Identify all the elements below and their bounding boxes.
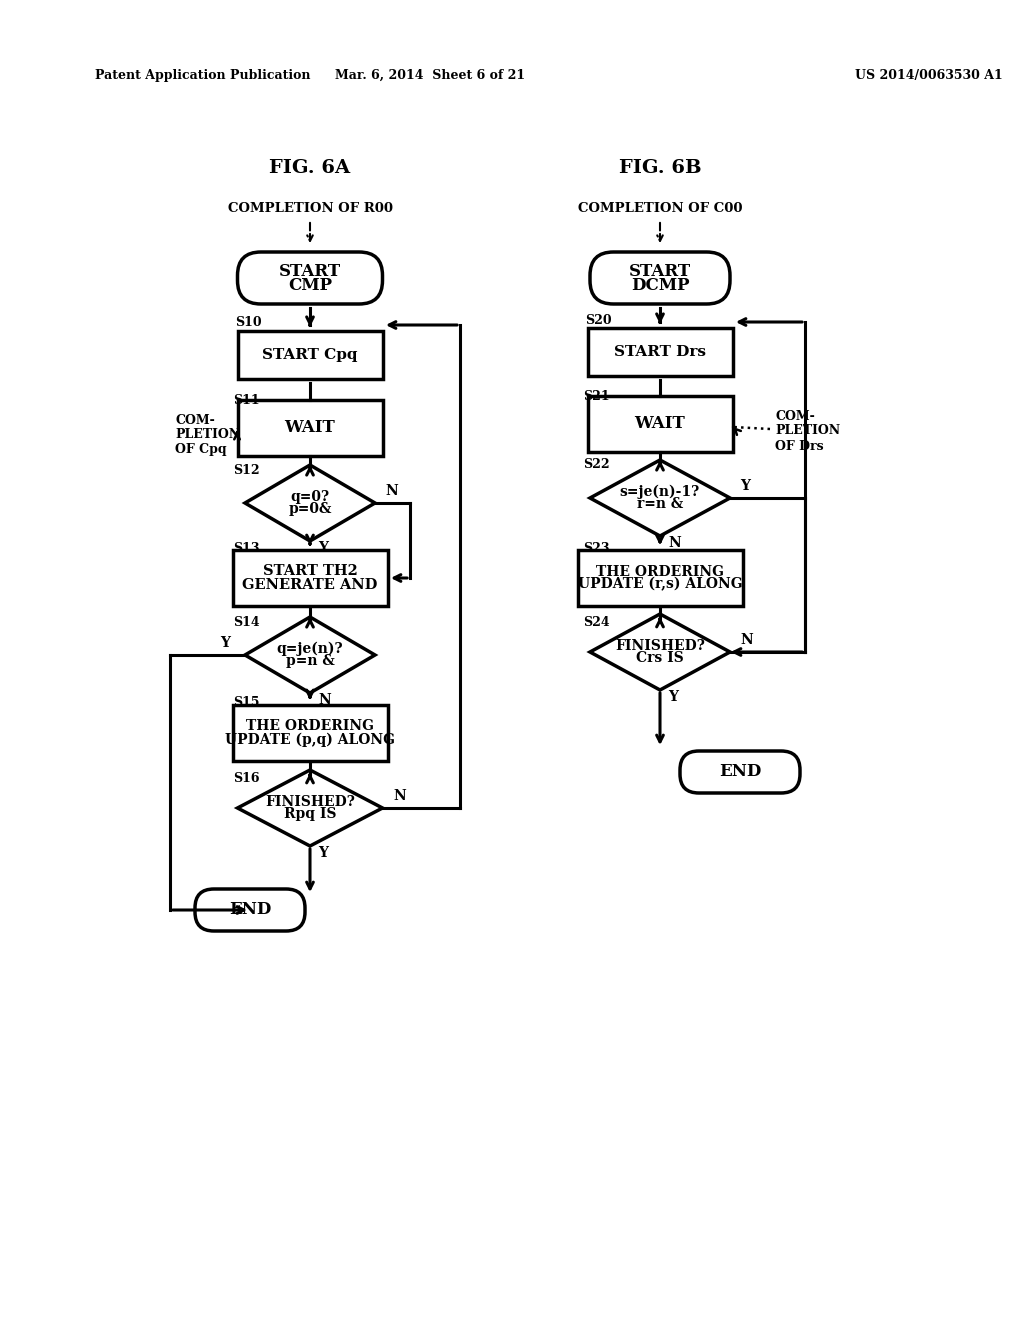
Text: N: N bbox=[740, 634, 753, 647]
Bar bbox=[238, 331, 383, 379]
Text: N: N bbox=[668, 536, 681, 550]
Text: WAIT: WAIT bbox=[285, 420, 336, 437]
Text: CMP: CMP bbox=[288, 276, 332, 293]
Text: START TH2: START TH2 bbox=[262, 564, 357, 578]
Text: OF Cpq: OF Cpq bbox=[175, 444, 226, 457]
FancyBboxPatch shape bbox=[680, 751, 800, 793]
Text: START Drs: START Drs bbox=[614, 345, 706, 359]
Text: S20: S20 bbox=[586, 314, 612, 326]
Text: END: END bbox=[228, 902, 271, 919]
Text: Mar. 6, 2014  Sheet 6 of 21: Mar. 6, 2014 Sheet 6 of 21 bbox=[335, 69, 525, 82]
FancyBboxPatch shape bbox=[238, 252, 383, 304]
Text: THE ORDERING: THE ORDERING bbox=[596, 565, 724, 578]
Text: S16: S16 bbox=[233, 771, 260, 784]
Text: COM-: COM- bbox=[175, 413, 215, 426]
Text: FINISHED?: FINISHED? bbox=[615, 639, 705, 653]
Polygon shape bbox=[590, 614, 730, 690]
Text: PLETION: PLETION bbox=[775, 425, 840, 437]
Text: N: N bbox=[393, 789, 406, 803]
Text: p=0&: p=0& bbox=[288, 502, 332, 516]
Text: Y: Y bbox=[318, 541, 328, 554]
Text: THE ORDERING: THE ORDERING bbox=[246, 719, 374, 734]
Bar bbox=[588, 327, 732, 376]
Text: q=je(n)?: q=je(n)? bbox=[276, 642, 343, 656]
Bar bbox=[238, 400, 383, 455]
Text: Crs IS: Crs IS bbox=[636, 651, 684, 665]
Text: Y: Y bbox=[740, 479, 750, 492]
Polygon shape bbox=[590, 459, 730, 536]
Text: q=0?: q=0? bbox=[291, 490, 330, 504]
Text: US 2014/0063530 A1: US 2014/0063530 A1 bbox=[855, 69, 1002, 82]
Bar bbox=[578, 550, 742, 606]
Text: WAIT: WAIT bbox=[635, 416, 685, 433]
Text: S15: S15 bbox=[233, 697, 260, 710]
Bar bbox=[232, 705, 387, 762]
Text: S10: S10 bbox=[236, 317, 262, 330]
Text: END: END bbox=[719, 763, 761, 780]
Text: N: N bbox=[385, 484, 397, 498]
Bar bbox=[588, 396, 732, 451]
Text: r=n &: r=n & bbox=[637, 498, 683, 511]
Text: S14: S14 bbox=[233, 615, 260, 628]
Text: S11: S11 bbox=[233, 393, 260, 407]
Text: COMPLETION OF C00: COMPLETION OF C00 bbox=[578, 202, 742, 214]
Text: START Cpq: START Cpq bbox=[262, 348, 357, 362]
Polygon shape bbox=[238, 770, 383, 846]
Text: N: N bbox=[318, 693, 331, 708]
Text: Y: Y bbox=[668, 690, 678, 704]
Text: UPDATE (r,s) ALONG: UPDATE (r,s) ALONG bbox=[578, 577, 742, 591]
Text: S22: S22 bbox=[584, 458, 610, 471]
Text: GENERATE AND: GENERATE AND bbox=[243, 578, 378, 591]
Text: p=n &: p=n & bbox=[286, 653, 335, 668]
Text: S13: S13 bbox=[233, 541, 260, 554]
Text: Rpq IS: Rpq IS bbox=[284, 807, 336, 821]
Text: FINISHED?: FINISHED? bbox=[265, 795, 355, 809]
Text: START: START bbox=[279, 263, 341, 280]
FancyBboxPatch shape bbox=[590, 252, 730, 304]
Text: UPDATE (p,q) ALONG: UPDATE (p,q) ALONG bbox=[225, 733, 395, 747]
Bar bbox=[232, 550, 387, 606]
Text: Y: Y bbox=[220, 636, 230, 649]
Text: FIG. 6A: FIG. 6A bbox=[269, 158, 350, 177]
Polygon shape bbox=[245, 465, 375, 541]
Text: OF Drs: OF Drs bbox=[775, 440, 823, 453]
Polygon shape bbox=[245, 616, 375, 693]
Text: FIG. 6B: FIG. 6B bbox=[618, 158, 701, 177]
Text: DCMP: DCMP bbox=[631, 276, 689, 293]
Text: s=je(n)-1?: s=je(n)-1? bbox=[620, 484, 700, 499]
Text: START: START bbox=[629, 263, 691, 280]
Text: Y: Y bbox=[318, 846, 328, 861]
Text: Patent Application Publication: Patent Application Publication bbox=[95, 69, 310, 82]
Text: S24: S24 bbox=[584, 615, 610, 628]
Text: COM-: COM- bbox=[775, 409, 815, 422]
Text: S12: S12 bbox=[233, 463, 260, 477]
FancyBboxPatch shape bbox=[195, 888, 305, 931]
Text: PLETION: PLETION bbox=[175, 429, 240, 441]
Text: S21: S21 bbox=[584, 389, 610, 403]
Text: S23: S23 bbox=[584, 541, 610, 554]
Text: COMPLETION OF R00: COMPLETION OF R00 bbox=[227, 202, 392, 214]
